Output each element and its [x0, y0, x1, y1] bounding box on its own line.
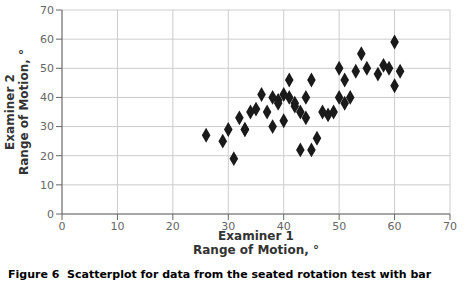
svg-text:50: 50 [332, 220, 346, 233]
svg-text:Examiner 1Range of Motion, °: Examiner 1Range of Motion, ° [193, 229, 319, 257]
svg-text:20: 20 [166, 220, 180, 233]
svg-text:10: 10 [40, 179, 54, 192]
svg-text:50: 50 [40, 62, 54, 75]
svg-text:40: 40 [40, 91, 54, 104]
svg-text:10: 10 [110, 220, 124, 233]
svg-text:Examiner 2Range of Motion, °: Examiner 2Range of Motion, ° [8, 49, 31, 175]
svg-text:0: 0 [47, 208, 54, 221]
svg-text:70: 70 [443, 220, 457, 233]
svg-text:20: 20 [40, 150, 54, 163]
svg-text:40: 40 [277, 220, 291, 233]
svg-text:30: 30 [221, 220, 235, 233]
html-text:Figure 6 Scatterplot for data: Figure 6 Scatterplot for data from the s… [8, 268, 432, 281]
svg-text:70: 70 [40, 4, 54, 17]
svg-text:60: 60 [388, 220, 402, 233]
svg-text:0: 0 [59, 220, 66, 233]
svg-text:60: 60 [40, 33, 54, 46]
svg-text:30: 30 [40, 120, 54, 133]
